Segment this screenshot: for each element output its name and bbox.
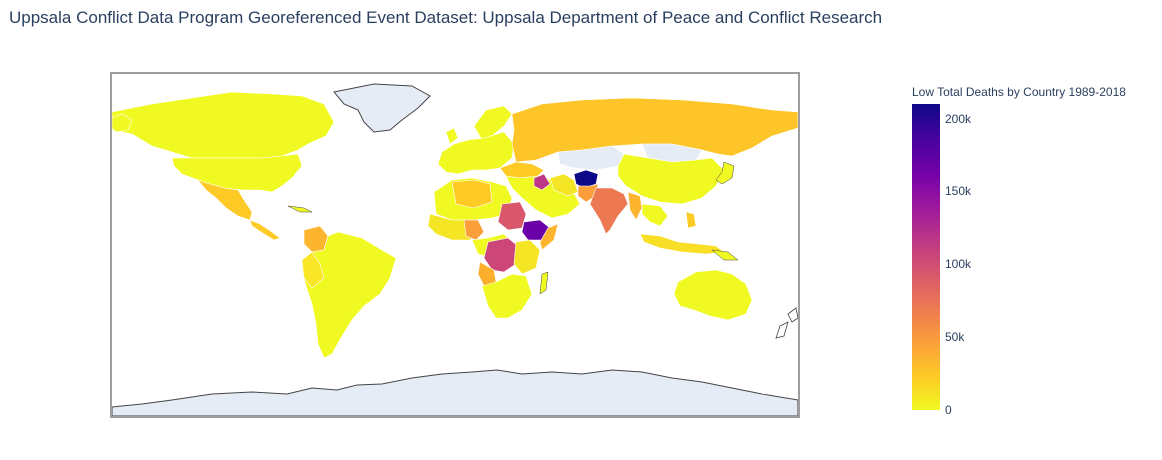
region-central-america[interactable]: [249, 219, 281, 241]
colorbar-tick-label: 100k: [945, 257, 972, 272]
region-russia[interactable]: [511, 97, 798, 163]
region-sudan[interactable]: [497, 201, 527, 231]
region-alaska[interactable]: [112, 113, 133, 133]
region-europe[interactable]: [437, 131, 515, 175]
colorbar-tick-label: 150k: [945, 184, 972, 199]
world-map-svg[interactable]: [112, 74, 798, 416]
region-australia[interactable]: [673, 269, 753, 321]
region-usa[interactable]: [171, 153, 303, 193]
region-iraq[interactable]: [533, 173, 551, 191]
region-nigeria[interactable]: [463, 219, 485, 241]
choropleth-map[interactable]: [110, 72, 800, 418]
region-japan[interactable]: [715, 161, 735, 185]
region-east-africa[interactable]: [513, 239, 541, 275]
region-new-zealand[interactable]: [775, 307, 798, 339]
region-turkey-caucasus[interactable]: [499, 161, 545, 179]
colorbar-gradient: [912, 104, 940, 410]
region-mexico[interactable]: [197, 179, 253, 221]
region-canada[interactable]: [112, 91, 335, 159]
chart-title: Uppsala Conflict Data Program Georeferen…: [9, 8, 883, 27]
region-drc[interactable]: [483, 237, 519, 273]
region-indonesia[interactable]: [639, 233, 725, 255]
region-philippines[interactable]: [685, 211, 697, 229]
region-caribbean[interactable]: [287, 205, 313, 213]
region-algeria-libya[interactable]: [451, 179, 493, 209]
colorbar-tick-label: 0: [945, 403, 952, 417]
region-png[interactable]: [711, 249, 739, 261]
region-antarctica[interactable]: [112, 369, 798, 416]
region-greenland[interactable]: [333, 83, 431, 133]
region-india[interactable]: [589, 187, 629, 235]
region-myanmar[interactable]: [627, 191, 643, 221]
region-peru[interactable]: [301, 251, 325, 289]
region-southern-africa[interactable]: [481, 273, 533, 319]
colorbar-tick-label: 200k: [945, 111, 972, 126]
colorbar-title: Low Total Deaths by Country 1989-2018: [912, 85, 1126, 99]
region-somalia[interactable]: [539, 223, 559, 251]
region-south-america[interactable]: [301, 231, 397, 359]
region-afghanistan[interactable]: [573, 169, 599, 189]
colorbar-tick-label: 50k: [945, 330, 965, 345]
region-se-asia[interactable]: [641, 203, 669, 227]
region-china[interactable]: [617, 153, 725, 205]
region-uk[interactable]: [445, 127, 459, 145]
region-madagascar[interactable]: [539, 271, 549, 295]
